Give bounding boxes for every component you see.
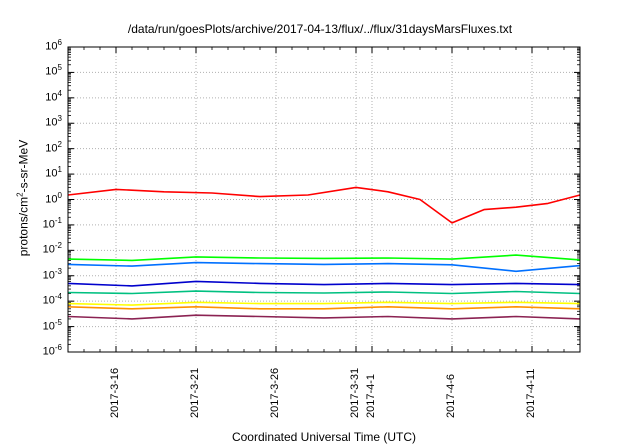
series-line [67,186,581,224]
y-tick-label-exponent: -4 [54,292,62,302]
y-tick-label-base: 10 [42,345,55,358]
y-tick-label-exponent: -3 [54,266,62,276]
y-tick-label-base: 10 [45,66,58,79]
y-tick-label-base: 10 [45,167,58,180]
y-tick-label-base: 10 [45,116,58,129]
x-tick-label: 2017-4-1 [365,373,377,418]
x-tick-label: 2017-3-26 [269,367,281,418]
y-tick-label: 100 [22,191,62,206]
x-tick-label: 2017-3-31 [349,367,361,418]
y-tick-label-base: 10 [45,142,58,155]
x-axis-label: Coordinated Universal Time (UTC) [231,430,417,444]
y-tick-label: 10-1 [22,216,62,231]
x-tick-label: 2017-3-21 [189,367,201,418]
y-tick-label: 105 [22,63,62,78]
y-tick-label: 106 [22,38,62,53]
y-tick-label-base: 10 [42,320,55,333]
chart-title: /data/run/goesPlots/archive/2017-04-13/f… [127,22,513,36]
plot-frame [67,46,581,353]
y-tick-label-exponent: -6 [54,343,62,352]
y-tick-label: 10-3 [22,267,62,282]
y-tick-label-base: 10 [42,243,55,256]
y-tick-label-exponent: 2 [57,139,62,149]
y-tick-label-base: 10 [42,218,55,231]
y-tick-label: 10-4 [22,292,62,307]
y-tick-label-base: 10 [42,294,55,307]
series-line [67,314,581,320]
x-tick-label: 2017-4-6 [445,373,457,418]
series-line [67,290,581,295]
y-tick-label: 10-2 [22,241,62,256]
series-line [67,261,581,273]
y-tick-label: 101 [22,165,62,180]
y-tick-label-exponent: -2 [54,241,62,251]
y-tick-label: 103 [22,114,62,129]
y-tick-label-exponent: 5 [57,63,62,73]
series-line [67,305,581,310]
y-tick-label-exponent: 1 [57,165,62,175]
y-tick-label-exponent: 4 [57,88,62,98]
y-tick-label-base: 10 [45,91,58,104]
y-tick-label-base: 10 [42,269,55,282]
y-tick-label-base: 10 [45,193,58,206]
y-tick-label: 104 [22,89,62,104]
y-tick-label-exponent: 0 [57,190,62,200]
y-tick-label-exponent: -1 [54,215,62,225]
y-tick-label: 10-6 [22,343,62,358]
x-tick-label: 2017-3-16 [109,367,121,418]
series-line [67,301,581,306]
y-tick-label-base: 10 [45,40,58,53]
y-tick-label: 10-5 [22,318,62,333]
x-tick-label: 2017-4-11 [525,368,537,418]
series-line [67,280,581,287]
y-tick-label-exponent: 6 [57,38,62,47]
y-tick-label: 102 [22,140,62,155]
series-line [67,254,581,262]
y-tick-label-exponent: 3 [57,114,62,124]
y-tick-label-exponent: -5 [54,317,62,327]
